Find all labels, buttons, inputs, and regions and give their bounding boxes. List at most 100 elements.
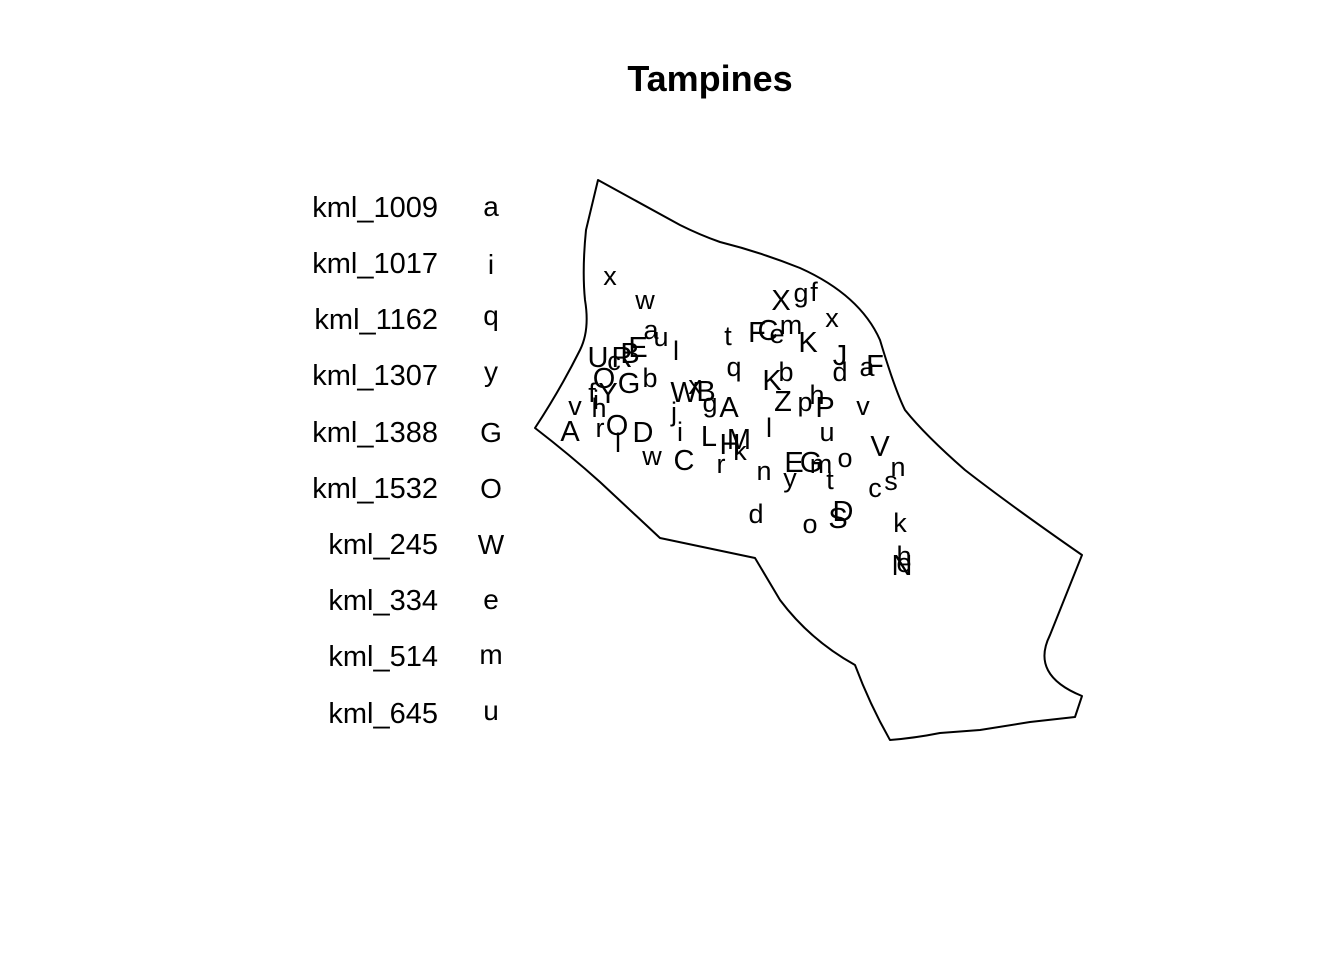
map-marker: b: [642, 363, 657, 393]
map-marker: u: [819, 417, 834, 447]
map-marker: V: [870, 431, 890, 463]
map-marker: S: [828, 503, 847, 535]
map-marker: F: [748, 317, 766, 349]
map-marker: N: [892, 550, 913, 582]
map-marker: k: [893, 508, 907, 538]
map-marker: O: [606, 410, 629, 442]
map-marker: G: [800, 447, 823, 479]
map-marker: l: [766, 413, 772, 443]
legend-key: kml_514: [328, 641, 438, 673]
map-marker: f: [810, 277, 818, 307]
map-marker: D: [633, 417, 654, 449]
map-marker: x: [825, 303, 839, 333]
legend-key: kml_1162: [314, 304, 438, 336]
map-marker: Z: [774, 386, 792, 418]
map-marker: X: [771, 285, 790, 317]
map-marker: l: [615, 428, 621, 458]
legend-symbol: i: [487, 249, 495, 280]
legend-key: kml_245: [328, 529, 438, 561]
map-marker: B: [620, 338, 639, 370]
map-marker: H: [720, 429, 741, 461]
map-marker: L: [701, 421, 717, 453]
legend-key: kml_1532: [312, 473, 438, 505]
map-marker: h: [896, 541, 911, 571]
legend-key: kml_1307: [312, 360, 438, 392]
map-marker: R: [612, 342, 633, 374]
map-marker: K: [798, 327, 818, 359]
map-marker: c: [868, 473, 882, 503]
map-marker: J: [833, 340, 848, 372]
legend-key: kml_1388: [312, 417, 438, 449]
legend-key: kml_334: [328, 585, 438, 617]
map-marker: g: [702, 388, 717, 418]
legend-key: kml_1009: [312, 192, 438, 224]
map-marker: o: [837, 443, 852, 473]
map-marker: e: [769, 319, 784, 349]
tampines-boundary: [534, 179, 1083, 741]
map-marker: d: [832, 357, 847, 387]
map-marker: i: [593, 385, 599, 415]
map-marker: W: [670, 377, 698, 409]
map-marker: A: [560, 416, 580, 448]
legend-symbol: q: [483, 300, 499, 331]
map-marker: O: [593, 363, 616, 395]
legend-symbol: a: [483, 191, 499, 222]
map-marker: r: [717, 449, 726, 479]
map-marker: U: [588, 342, 609, 374]
map-marker: g: [793, 278, 808, 308]
map-marker: s: [884, 466, 898, 496]
map-marker: m: [780, 310, 803, 340]
map-marker: u: [653, 322, 668, 352]
map-marker: c: [607, 346, 621, 376]
map-marker: x: [688, 370, 702, 400]
legend-symbol: e: [483, 584, 499, 615]
map-marker: E: [628, 332, 647, 364]
map-marker: p: [797, 387, 812, 417]
map-marker: Y: [598, 378, 617, 410]
map-marker: n: [756, 456, 771, 486]
map-marker: P: [815, 392, 834, 424]
map-marker: v: [856, 391, 870, 421]
map-marker: y: [783, 463, 797, 493]
legend-symbol: W: [477, 529, 505, 560]
map-marker: t: [826, 465, 834, 495]
map-marker: h: [809, 380, 824, 410]
map-marker: C: [674, 445, 695, 477]
map-marker: k: [733, 436, 747, 466]
legend-symbol: m: [479, 639, 503, 670]
legend-key: kml_645: [328, 698, 438, 730]
map-marker: E: [784, 447, 803, 479]
map-marker: o: [802, 509, 817, 539]
map-marker: C: [758, 315, 779, 347]
map-marker: r: [596, 413, 605, 443]
map-marker: b: [778, 357, 793, 387]
map-marker: D: [833, 496, 854, 528]
map-marker: B: [696, 376, 715, 408]
map-marker: f: [588, 378, 596, 408]
map-marker: A: [719, 392, 739, 424]
map-marker: l: [673, 336, 679, 366]
map-marker: m: [810, 449, 833, 479]
legend-symbol: y: [484, 356, 498, 387]
legend-symbol: u: [483, 695, 499, 726]
map-marker: w: [634, 285, 655, 315]
map-marker: a: [859, 352, 875, 382]
map-marker: t: [724, 321, 732, 351]
legend-key: kml_1017: [312, 248, 438, 280]
map-marker: a: [643, 315, 659, 345]
map-marker: d: [748, 499, 763, 529]
map-marker: K: [762, 365, 782, 397]
map-marker: j: [670, 397, 677, 427]
map-marker: x: [603, 261, 617, 291]
map-marker: v: [568, 391, 582, 421]
map-marker: n: [890, 452, 905, 482]
map-marker: w: [641, 441, 662, 471]
legend-symbol: O: [480, 473, 502, 504]
map-title: Tampines: [627, 58, 793, 99]
map-marker: G: [618, 368, 641, 400]
map-marker: M: [727, 424, 751, 456]
map-marker: e: [896, 548, 911, 578]
map-marker: q: [726, 352, 741, 382]
map-marker: F: [866, 350, 884, 382]
